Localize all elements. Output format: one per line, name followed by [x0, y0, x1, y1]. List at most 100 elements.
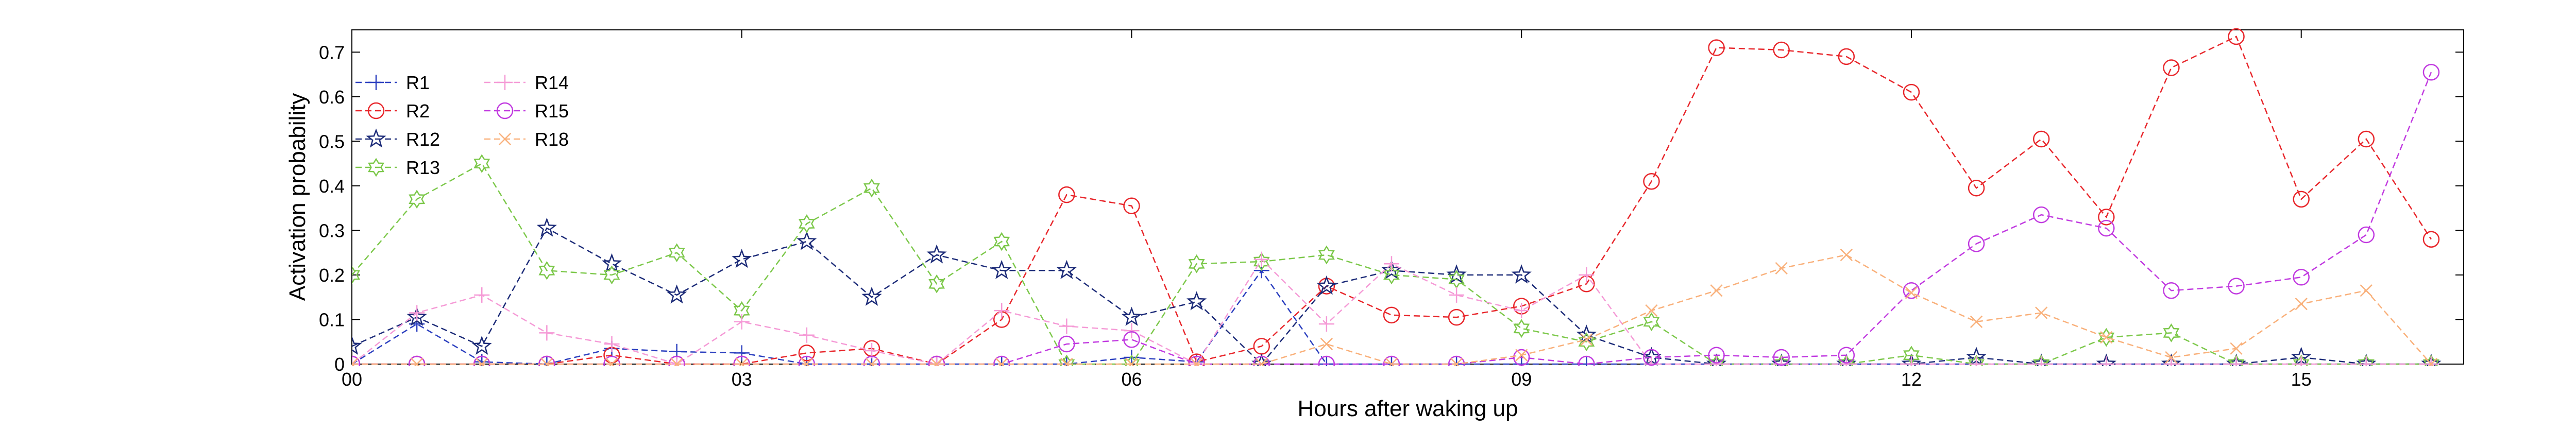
data-point — [474, 287, 490, 303]
data-point — [1773, 356, 1789, 366]
y-tick-label: 0.2 — [319, 265, 345, 286]
data-point — [1058, 335, 1075, 353]
data-point — [1579, 267, 1595, 283]
series-r12 — [352, 217, 2442, 366]
data-point — [994, 303, 1010, 319]
legend-marker — [368, 158, 384, 177]
data-point — [2163, 282, 2180, 299]
data-point — [1449, 287, 1465, 303]
data-point — [1578, 355, 1595, 366]
x-tick-label: 03 — [732, 369, 752, 390]
legend-marker — [368, 75, 384, 90]
data-point — [1903, 356, 1919, 366]
data-point — [1123, 354, 1140, 366]
data-point — [1903, 282, 1920, 299]
data-point — [1511, 264, 1532, 284]
data-point — [1773, 349, 1790, 366]
data-point — [670, 357, 683, 366]
data-point — [2358, 226, 2375, 244]
data-point — [2228, 354, 2245, 366]
data-point — [352, 357, 359, 366]
y-tick-label: 0.3 — [319, 220, 345, 241]
data-point — [603, 265, 620, 285]
plot-area-frame — [351, 29, 2464, 365]
data-point — [1059, 318, 1075, 334]
series-line — [352, 36, 2432, 365]
series-r1 — [352, 263, 2439, 366]
data-point — [1969, 356, 1985, 366]
data-point — [2096, 353, 2116, 366]
data-point — [1255, 357, 1268, 366]
data-point — [1708, 347, 1725, 364]
data-point — [1251, 353, 1272, 366]
data-point — [1840, 248, 1853, 262]
data-point — [2163, 356, 2179, 366]
data-point — [1058, 354, 1075, 366]
data-point — [1253, 251, 1269, 267]
data-point — [993, 232, 1010, 251]
data-point — [734, 345, 750, 361]
y-tick-label: 0.7 — [319, 42, 345, 63]
data-point — [1448, 355, 1465, 366]
data-point — [1643, 312, 1660, 332]
data-point — [1125, 357, 1138, 366]
series-line — [352, 227, 2431, 365]
data-point — [1383, 306, 1400, 324]
data-point — [800, 357, 813, 366]
x-tick-label: 09 — [1511, 369, 1532, 390]
data-point — [1121, 306, 1142, 326]
data-point — [352, 335, 362, 355]
legend-item: R14 — [484, 72, 569, 93]
data-point — [2295, 298, 2308, 311]
data-point — [2358, 356, 2374, 366]
data-point — [926, 244, 947, 264]
data-point — [2358, 354, 2375, 366]
data-point — [1643, 173, 1660, 190]
y-tick-label: 0.5 — [319, 131, 345, 152]
data-point — [1838, 347, 1855, 364]
data-point — [1123, 331, 1140, 348]
data-point — [1190, 357, 1203, 366]
data-point — [1123, 197, 1140, 215]
x-tick-label: 15 — [2291, 369, 2312, 390]
data-point — [2293, 356, 2309, 366]
y-tick-label: 0.4 — [319, 176, 345, 197]
legend-label: R1 — [406, 72, 430, 93]
legend-item: R2 — [355, 100, 430, 122]
data-point — [2358, 130, 2375, 148]
series-r13 — [352, 154, 2439, 366]
data-point — [1318, 355, 1335, 366]
data-point — [1318, 316, 1334, 332]
legend-marker — [496, 102, 514, 119]
legend-item: R1 — [355, 72, 430, 93]
data-point — [1773, 41, 1790, 59]
data-point — [1124, 323, 1140, 339]
data-point — [1580, 333, 1593, 346]
data-point — [1578, 332, 1595, 352]
data-point — [1643, 356, 1659, 366]
data-point — [1381, 260, 1402, 279]
data-point — [2165, 351, 2178, 364]
legend: R1 R2 R12 R13 R14 R15 R18 — [355, 72, 569, 178]
data-point — [2422, 231, 2440, 248]
data-point — [1838, 48, 1855, 65]
data-point — [1058, 186, 1075, 203]
y-tick-label: 0 — [334, 354, 345, 375]
data-point — [540, 357, 553, 366]
data-point — [732, 249, 752, 268]
legend-item: R13 — [355, 157, 440, 178]
data-point — [1316, 276, 1337, 295]
y-tick-label: 0.6 — [319, 87, 345, 108]
data-point — [2100, 331, 2113, 344]
data-point — [865, 357, 878, 366]
y-axis-label: Activation probability — [285, 93, 310, 301]
x-tick-label: 06 — [1121, 369, 1142, 390]
data-point — [1513, 349, 1530, 366]
legend-label: R12 — [406, 129, 440, 150]
legend-label: R2 — [406, 100, 430, 122]
data-point — [2033, 356, 2049, 366]
data-point — [406, 306, 427, 326]
data-point — [1708, 39, 1725, 56]
data-point — [2228, 278, 2245, 295]
data-point — [1838, 354, 1855, 366]
